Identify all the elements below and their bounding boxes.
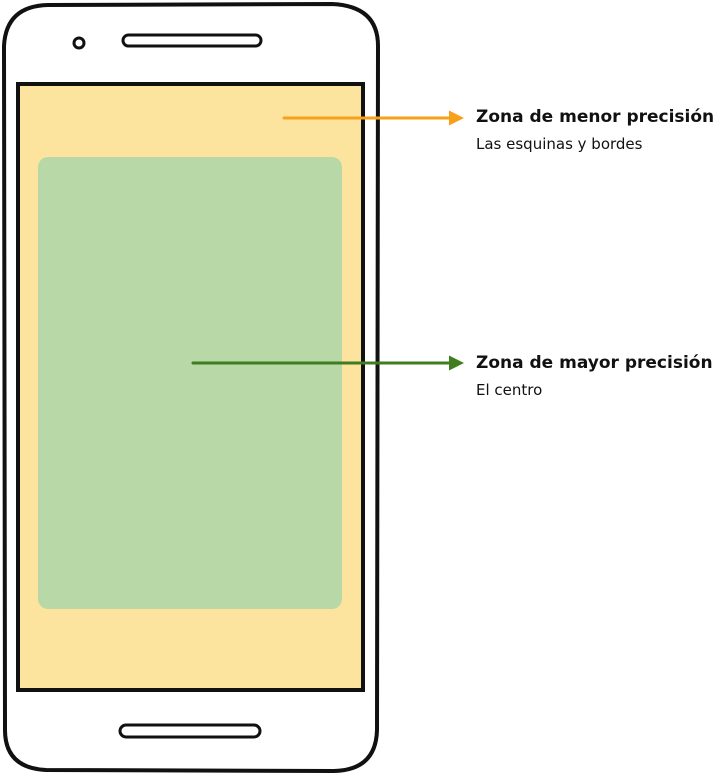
home-button-slot bbox=[118, 723, 262, 739]
front-camera-icon bbox=[72, 36, 86, 50]
high-precision-description: El centro bbox=[476, 381, 543, 399]
low-precision-title: Zona de menor precisión bbox=[476, 107, 715, 127]
high-precision-label: Zona de mayor precisión El centro bbox=[476, 352, 713, 400]
high-precision-zone bbox=[38, 157, 342, 609]
high-precision-title: Zona de mayor precisión bbox=[476, 353, 713, 373]
speaker-slot bbox=[121, 33, 263, 48]
low-precision-description: Las esquinas y bordes bbox=[476, 135, 643, 153]
low-precision-label: Zona de menor precisión Las esquinas y b… bbox=[476, 106, 714, 154]
